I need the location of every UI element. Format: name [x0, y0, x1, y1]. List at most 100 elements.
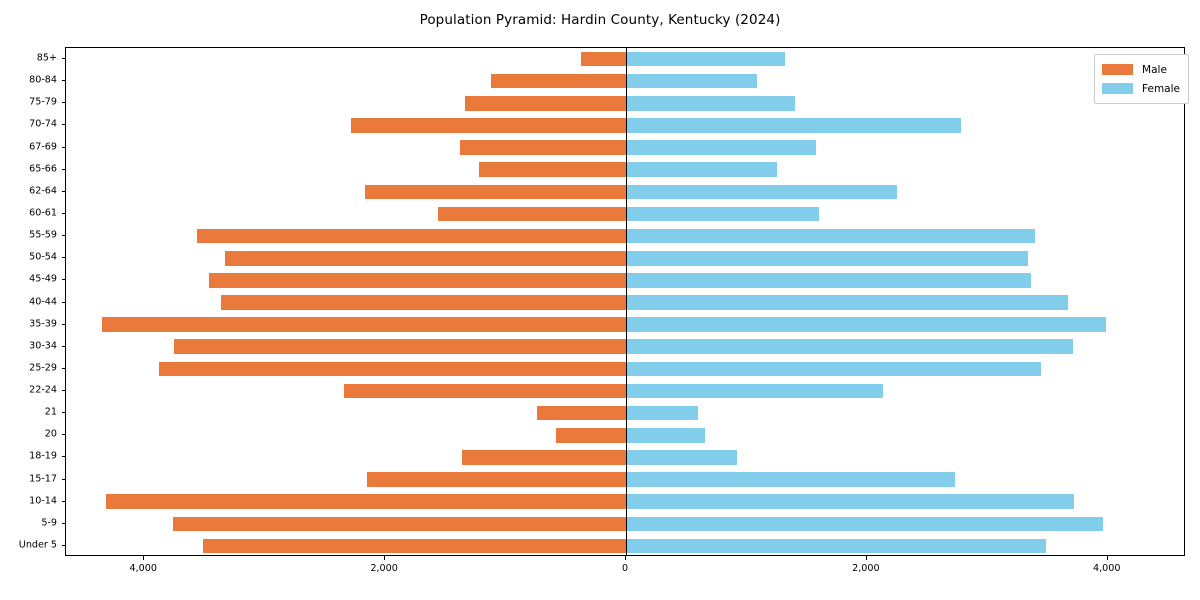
y-tick-mark: [62, 412, 66, 414]
bar-female-15-17: [626, 472, 955, 487]
y-tick-mark: [62, 102, 66, 104]
bar-female-55-59: [626, 228, 1036, 244]
y-tick-mark: [62, 301, 66, 303]
y-tick-label-70-74: 70-74: [29, 118, 57, 130]
bar-female-5-9: [626, 516, 1103, 532]
bars-layer: [66, 48, 1184, 555]
bar-female-62-64: [626, 184, 897, 200]
bar-female-70-74: [626, 118, 961, 133]
y-tick-mark: [62, 390, 66, 392]
plot-area: [65, 47, 1185, 556]
bar-male-75-79: [464, 96, 626, 111]
y-tick-label-15-17: 15-17: [29, 473, 57, 485]
bar-female-67-69: [626, 140, 817, 155]
x-tick-mark: [1106, 556, 1108, 560]
chart-title: Population Pyramid: Hardin County, Kentu…: [419, 12, 781, 28]
bar-male-40-44: [221, 295, 626, 310]
y-tick-mark: [62, 168, 66, 170]
bar-male-45-49: [209, 273, 626, 288]
y-tick-label-50-54: 50-54: [29, 251, 57, 263]
bar-row: [66, 295, 1184, 310]
bar-row: [66, 206, 1184, 222]
y-tick-mark: [62, 190, 66, 192]
bar-row: [66, 472, 1184, 487]
y-tick-label-45-49: 45-49: [29, 273, 57, 285]
y-tick-label-85-: 85+: [36, 52, 57, 64]
y-tick-label-35-39: 35-39: [29, 318, 57, 330]
x-tick-label: 4,000: [1092, 563, 1121, 574]
legend-entry-male: Male: [1102, 60, 1180, 79]
bar-male-60-61: [438, 206, 626, 222]
bar-male-65-66: [479, 162, 626, 177]
y-tick-mark: [62, 80, 66, 82]
bar-row: [66, 538, 1184, 554]
bar-row: [66, 405, 1184, 421]
bar-row: [66, 96, 1184, 111]
y-tick-label-10-14: 10-14: [29, 495, 57, 507]
y-tick-mark: [62, 522, 66, 524]
bar-row: [66, 339, 1184, 355]
bar-female-10-14: [626, 494, 1074, 509]
bar-row: [66, 273, 1184, 288]
y-tick-label-75-79: 75-79: [29, 96, 57, 108]
x-tick-label: 2,000: [370, 563, 398, 574]
bar-male-18-19: [462, 450, 626, 465]
y-tick-label-62-64: 62-64: [29, 185, 57, 197]
bar-male-21: [536, 405, 626, 421]
y-tick-label-20: 20: [44, 428, 57, 440]
y-tick-mark: [62, 434, 66, 436]
bar-row: [66, 51, 1184, 67]
bar-row: [66, 184, 1184, 200]
bar-row: [66, 494, 1184, 509]
bar-male-70-74: [351, 118, 626, 133]
y-tick-mark: [62, 257, 66, 259]
y-tick-label-25-29: 25-29: [29, 362, 57, 374]
bar-female-45-49: [626, 273, 1031, 288]
bar-male-80-84: [491, 73, 626, 89]
bar-row: [66, 250, 1184, 266]
y-tick-label-22-24: 22-24: [29, 384, 57, 396]
bar-row: [66, 118, 1184, 133]
bar-row: [66, 140, 1184, 155]
bar-female-25-29: [626, 361, 1042, 377]
legend-label-male: Male: [1142, 63, 1167, 76]
bar-row: [66, 228, 1184, 244]
bar-female-80-84: [626, 73, 758, 89]
bar-female-60-61: [626, 206, 819, 222]
y-tick-label-30-34: 30-34: [29, 340, 57, 352]
bar-female-65-66: [626, 162, 777, 177]
y-tick-mark: [62, 500, 66, 502]
y-tick-mark: [62, 345, 66, 347]
bar-female-22-24: [626, 383, 883, 399]
legend-entry-female: Female: [1102, 79, 1180, 98]
x-tick-label: 4,000: [129, 563, 157, 574]
x-tick-mark: [865, 556, 867, 560]
legend-swatch-male: [1102, 64, 1134, 75]
chart-legend: Male Female: [1094, 54, 1189, 104]
bar-female-30-34: [626, 339, 1073, 355]
bar-male-15-17: [367, 472, 626, 487]
x-tick-mark: [143, 556, 145, 560]
bar-male-10-14: [105, 494, 626, 509]
bar-female-50-54: [626, 250, 1029, 266]
legend-swatch-female: [1102, 83, 1134, 94]
y-tick-mark: [62, 146, 66, 148]
bar-male-67-69: [459, 140, 626, 155]
y-tick-mark: [62, 279, 66, 281]
bar-male-25-29: [158, 361, 626, 377]
bar-female-85-: [626, 51, 785, 67]
y-axis-ticks: [0, 47, 70, 556]
bar-female-under-5: [626, 538, 1047, 554]
y-tick-mark: [62, 478, 66, 480]
bar-male-5-9: [173, 516, 626, 532]
bar-male-50-54: [224, 250, 626, 266]
zero-axis-line: [626, 48, 627, 555]
y-tick-mark: [62, 58, 66, 60]
x-tick-label: 2,000: [852, 563, 880, 574]
bar-female-35-39: [626, 317, 1106, 332]
y-tick-mark: [62, 124, 66, 126]
bar-male-30-34: [174, 339, 626, 355]
bar-row: [66, 317, 1184, 332]
x-tick-mark: [384, 556, 386, 560]
